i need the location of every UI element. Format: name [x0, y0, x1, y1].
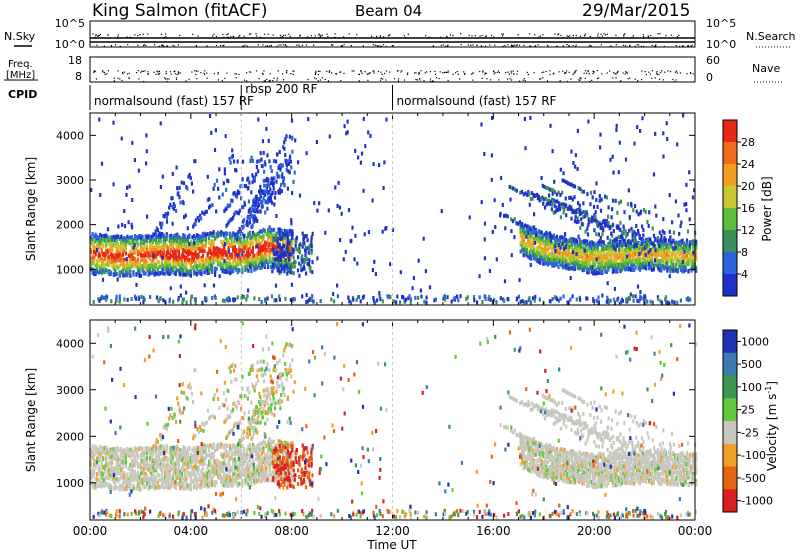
x-tick-label: 12:00	[375, 524, 410, 538]
nsky-tick-high: 10^5	[55, 17, 85, 30]
colorbar-tick-label: 8	[741, 246, 748, 259]
velocity-ylabel: Slant Range [km]	[24, 368, 38, 472]
colorbar-tick-label: 100	[741, 381, 762, 394]
x-tick-labels: 00:00 04:00 08:00 12:00 16:00 20:00 00:00	[73, 524, 713, 538]
x-tick-label: 16:00	[476, 524, 511, 538]
x-axis-label: Time UT	[366, 538, 417, 552]
freq-dots	[93, 70, 694, 83]
beam-title: Beam 04	[355, 2, 422, 20]
power-ylabel: Slant Range [km]	[24, 157, 38, 261]
colorbar-tick-label: -500	[741, 472, 766, 485]
y-tick-label: 4000	[56, 337, 84, 350]
nsky-dots	[92, 33, 693, 48]
y-tick-label: 1000	[56, 477, 84, 490]
y-tick-label: 2000	[56, 219, 84, 232]
nsearch-tick-high: 10^5	[706, 17, 736, 30]
colorbar-tick-label: -1000	[741, 495, 773, 508]
velocity-colorbar-label: Velocity [m s-1]	[764, 381, 779, 471]
power-axes: 1000 2000 3000 4000	[56, 113, 696, 305]
velocity-axes: 1000 2000 3000 4000	[56, 320, 696, 520]
y-tick-label: 2000	[56, 430, 84, 443]
power-colorbar-label: Power [dB]	[760, 176, 774, 241]
velocity-data	[90, 321, 698, 520]
cpid-segment-label: normalsound (fast) 157 RF	[397, 94, 557, 108]
freq-tick-high: 18	[68, 54, 82, 67]
x-tick-label: 08:00	[274, 524, 309, 538]
cpid-label: CPID	[8, 88, 37, 101]
y-tick-label: 3000	[56, 384, 84, 397]
freq-tick-low: 8	[75, 70, 82, 83]
nave-tick-high: 60	[706, 54, 720, 67]
velocity-panel: 1000 2000 3000 4000	[56, 319, 698, 521]
y-tick-label: 4000	[56, 129, 84, 142]
freq-panel	[89, 56, 696, 83]
nsearch-tick-low: 10^0	[706, 38, 736, 51]
colorbar-tick-label: 4	[741, 268, 748, 281]
y-tick-label: 3000	[56, 174, 84, 187]
nsky-label: N.Sky	[4, 30, 36, 43]
nsky-tick-low: 10^0	[55, 38, 85, 51]
colorbar-tick-label: 28	[741, 136, 755, 149]
colorbar-tick-label: 16	[741, 202, 755, 215]
power-data	[90, 113, 698, 305]
x-tick-label: 20:00	[577, 524, 612, 538]
colorbar-tick-label: 1000	[741, 335, 769, 348]
date-title: 29/Mar/2015	[582, 1, 690, 21]
nsearch-label: N.Search	[746, 30, 796, 43]
station-title: King Salmon (fitACF)	[92, 1, 268, 21]
colorbar-tick-label: 24	[741, 158, 755, 171]
colorbar-tick-label: 20	[741, 180, 755, 193]
nsky-panel	[89, 20, 696, 48]
colorbar-tick-label: -25	[741, 426, 759, 439]
freq-label-2: [MHz]	[6, 70, 35, 81]
power-colorbar: 4 8 12 16 20 24 28	[722, 119, 755, 297]
x-tick-label: 00:00	[678, 524, 713, 538]
colorbar-tick-label: 25	[741, 404, 755, 417]
freq-label-1: Freq.	[8, 59, 33, 70]
velocity-colorbar: 1000 500 100 25 -25 -100 -500 -1000	[722, 329, 773, 513]
colorbar-tick-label: 500	[741, 358, 762, 371]
colorbar-tick-label: 12	[741, 224, 755, 237]
nave-label: Nave	[752, 62, 780, 75]
y-tick-label: 1000	[56, 263, 84, 276]
cpid-segment-label: normalsound (fast) 157 RF	[94, 94, 254, 108]
power-panel: 1000 2000 3000 4000	[56, 112, 698, 306]
x-tick-label: 00:00	[73, 524, 108, 538]
nave-tick-low: 0	[706, 71, 713, 84]
cpid-segment-label: rbsp 200 RF	[245, 82, 317, 96]
x-tick-label: 04:00	[174, 524, 209, 538]
colorbar-tick-label: -100	[741, 449, 766, 462]
